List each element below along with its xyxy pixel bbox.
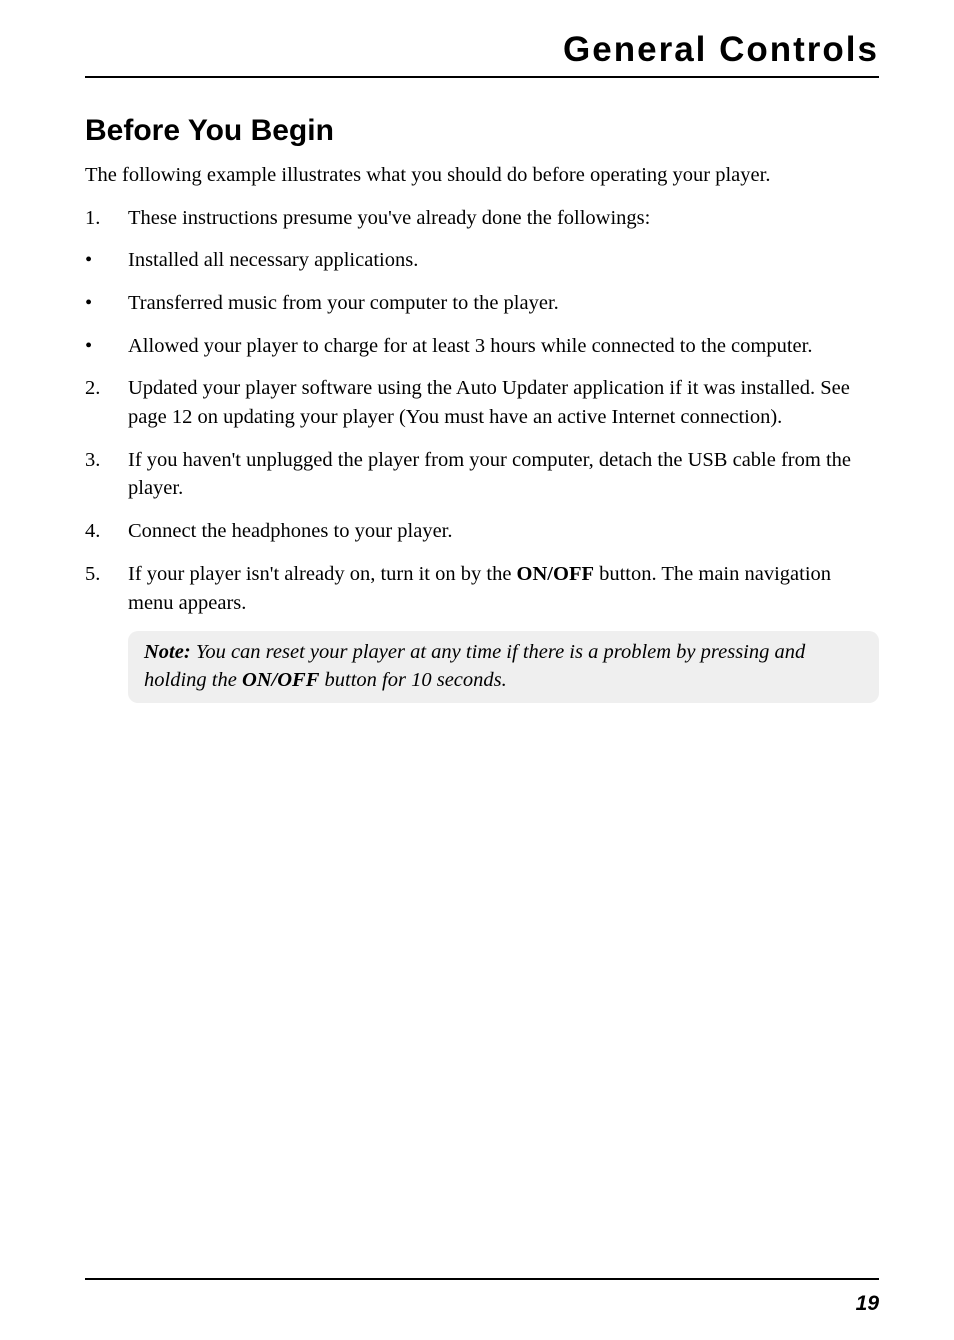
header-band: General Controls bbox=[85, 30, 879, 78]
footer-rule bbox=[85, 1278, 879, 1280]
section-title: Before You Begin bbox=[85, 114, 879, 148]
list-marker: 1. bbox=[85, 204, 128, 233]
list-marker: 3. bbox=[85, 446, 128, 475]
header-title: General Controls bbox=[563, 30, 879, 69]
list-text-pre: If your player isn't already on, turn it… bbox=[128, 563, 517, 585]
list-item: 1. These instructions presume you've alr… bbox=[85, 204, 879, 233]
list-item: • Transferred music from your computer t… bbox=[85, 289, 879, 318]
note-label: Note: bbox=[144, 641, 191, 663]
list-marker: • bbox=[85, 332, 128, 361]
intro-text: The following example illustrates what y… bbox=[85, 162, 879, 190]
on-off-label: ON/OFF bbox=[517, 563, 594, 585]
list-item: 2. Updated your player software using th… bbox=[85, 374, 879, 431]
list-item: • Allowed your player to charge for at l… bbox=[85, 332, 879, 361]
list-text: Allowed your player to charge for at lea… bbox=[128, 332, 879, 361]
list-marker: 4. bbox=[85, 517, 128, 546]
list-text: Transferred music from your computer to … bbox=[128, 289, 879, 318]
list-text: Connect the headphones to your player. bbox=[128, 517, 879, 546]
list-item: 5. If your player isn't already on, turn… bbox=[85, 560, 879, 617]
list-text: If your player isn't already on, turn it… bbox=[128, 560, 879, 617]
list-text: If you haven't unplugged the player from… bbox=[128, 446, 879, 503]
instruction-list: 1. These instructions presume you've alr… bbox=[85, 204, 879, 618]
list-item: • Installed all necessary applications. bbox=[85, 246, 879, 275]
page-number: 19 bbox=[856, 1292, 879, 1316]
note-box: Note: You can reset your player at any t… bbox=[128, 631, 879, 702]
list-text: Installed all necessary applications. bbox=[128, 246, 879, 275]
list-item: 4. Connect the headphones to your player… bbox=[85, 517, 879, 546]
on-off-label: ON/OFF bbox=[242, 669, 319, 691]
list-marker: 5. bbox=[85, 560, 128, 589]
list-text: These instructions presume you've alread… bbox=[128, 204, 879, 233]
list-marker: 2. bbox=[85, 374, 128, 403]
list-text: Updated your player software using the A… bbox=[128, 374, 879, 431]
list-marker: • bbox=[85, 246, 128, 275]
page-container: General Controls Before You Begin The fo… bbox=[0, 0, 954, 1340]
note-text-post: button for 10 seconds. bbox=[319, 669, 506, 691]
list-item: 3. If you haven't unplugged the player f… bbox=[85, 446, 879, 503]
list-marker: • bbox=[85, 289, 128, 318]
